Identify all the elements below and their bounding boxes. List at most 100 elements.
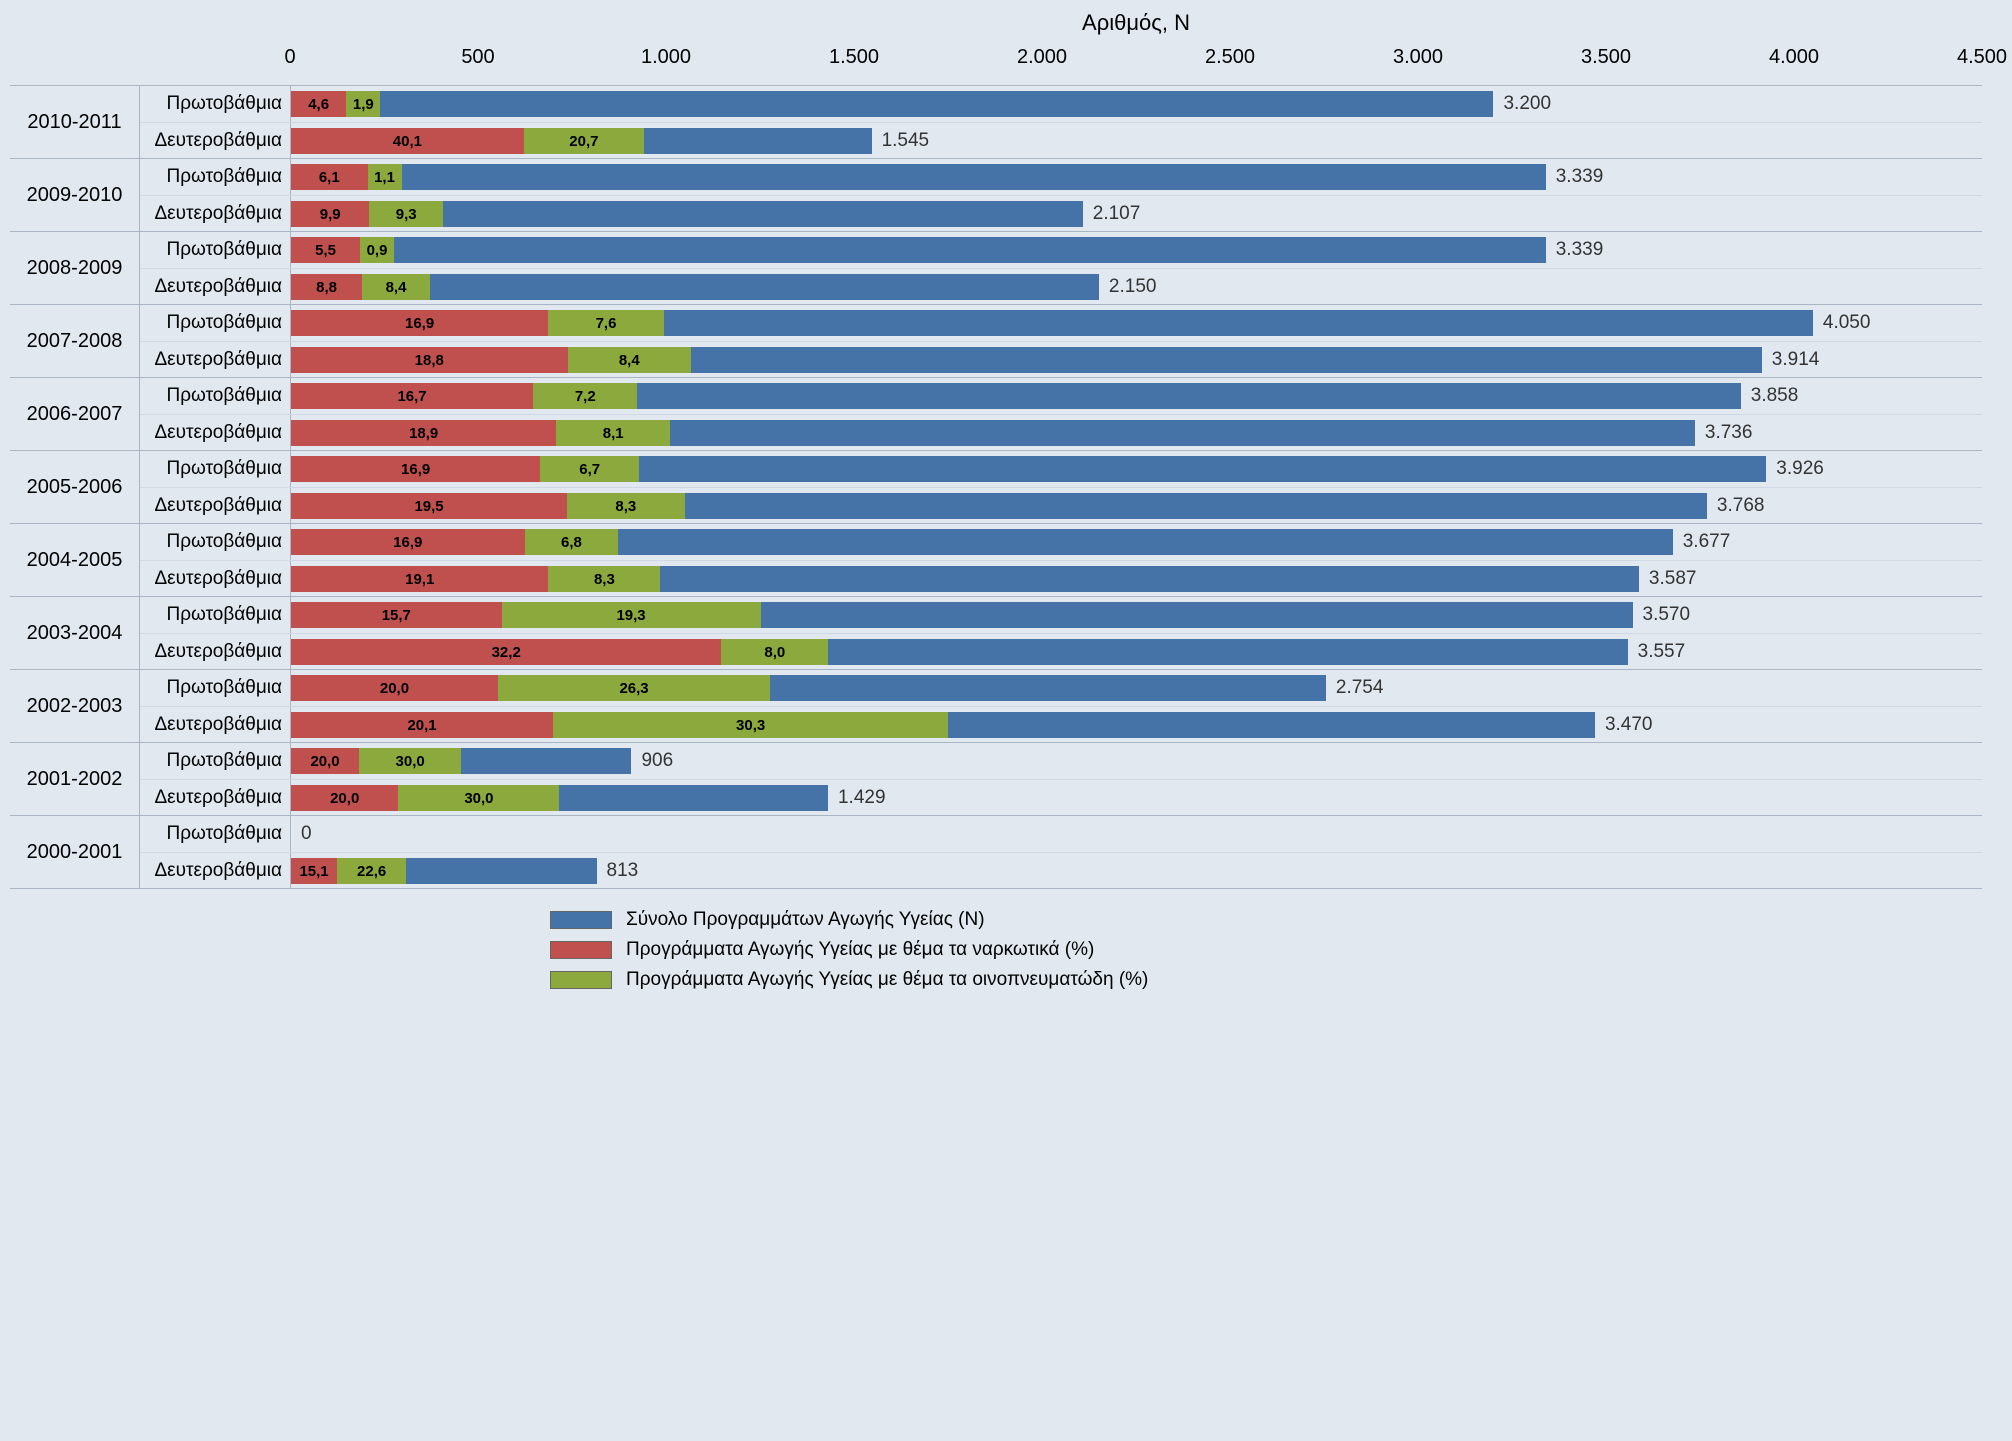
alcohol-bar: 8,1 [556, 420, 670, 446]
drugs-bar: 15,7 [291, 602, 502, 628]
legend-swatch [550, 941, 612, 959]
alcohol-bar: 7,6 [548, 310, 664, 336]
total-value-label: 813 [597, 860, 639, 882]
year-group: 2003-2004Πρωτοβάθμια15,719,33.570Δευτερο… [10, 597, 1982, 670]
alcohol-bar: 6,7 [540, 456, 639, 482]
drugs-bar: 4,6 [291, 91, 346, 117]
chart-row: Δευτεροβάθμια18,98,13.736 [140, 414, 1982, 450]
subcategory-label: Δευτεροβάθμια [140, 123, 290, 158]
subcategory-label: Δευτεροβάθμια [140, 561, 290, 596]
chart-title: Αριθμός, Ν [10, 10, 1982, 36]
total-value-label: 3.677 [1673, 531, 1731, 553]
bar-area: 15,122,6813 [290, 853, 1982, 888]
drugs-bar: 16,7 [291, 383, 533, 409]
chart-row: Πρωτοβάθμια16,97,64.050 [140, 305, 1982, 341]
year-group: 2006-2007Πρωτοβάθμια16,77,23.858Δευτεροβ… [10, 378, 1982, 451]
bar-area: 6,11,13.339 [290, 159, 1982, 195]
chart-row: Δευτεροβάθμια19,58,33.768 [140, 487, 1982, 523]
health-programs-chart: Αριθμός, Ν 05001.0001.5002.0002.5003.000… [10, 10, 1982, 991]
x-axis-tick: 1.000 [641, 46, 691, 69]
chart-row: Πρωτοβάθμια16,96,83.677 [140, 524, 1982, 560]
subcategory-label: Πρωτοβάθμια [140, 743, 290, 779]
drugs-bar: 20,0 [291, 675, 498, 701]
x-axis: 05001.0001.5002.0002.5003.0003.5004.0004… [10, 46, 1982, 86]
chart-row: Δευτεροβάθμια9,99,32.107 [140, 195, 1982, 231]
subcategory-label: Δευτεροβάθμια [140, 269, 290, 304]
total-value-label: 3.768 [1707, 495, 1765, 517]
alcohol-bar: 8,3 [548, 566, 660, 592]
chart-row: Πρωτοβάθμια20,030,0906 [140, 743, 1982, 779]
alcohol-bar: 30,0 [359, 748, 461, 774]
bar-area: 32,28,03.557 [290, 634, 1982, 669]
alcohol-bar: 22,6 [337, 858, 406, 884]
subcategory-label: Δευτεροβάθμια [140, 196, 290, 231]
subcategory-label: Δευτεροβάθμια [140, 780, 290, 815]
year-label: 2003-2004 [10, 597, 140, 669]
year-label: 2002-2003 [10, 670, 140, 742]
bar-area: 16,77,2 3.858 [290, 378, 1982, 414]
chart-row: Δευτεροβάθμια40,120,7 1.545 [140, 122, 1982, 158]
x-axis-tick: 2.500 [1205, 46, 1255, 69]
legend-swatch [550, 971, 612, 989]
drugs-bar: 18,8 [291, 347, 568, 373]
bar-area: 16,96,73.926 [290, 451, 1982, 487]
drugs-bar: 19,5 [291, 493, 567, 519]
subcategory-label: Δευτεροβάθμια [140, 488, 290, 523]
x-axis-tick: 4.500 [1957, 46, 2007, 69]
drugs-bar: 40,1 [291, 128, 524, 154]
drugs-bar: 16,9 [291, 310, 548, 336]
total-value-label: 1.545 [872, 130, 930, 152]
x-axis-tick: 3.500 [1581, 46, 1631, 69]
year-label: 2004-2005 [10, 524, 140, 596]
year-group: 2008-2009Πρωτοβάθμια5,50,93.339Δευτεροβά… [10, 232, 1982, 305]
total-value-label: 3.736 [1695, 422, 1753, 444]
alcohol-bar: 20,7 [524, 128, 644, 154]
x-axis-tick: 1.500 [829, 46, 879, 69]
total-value-label: 3.587 [1639, 568, 1697, 590]
legend-item: Σύνολο Προγραμμάτων Αγωγής Υγείας (Ν) [550, 909, 1982, 931]
chart-legend: Σύνολο Προγραμμάτων Αγωγής Υγείας (Ν) Προ… [10, 909, 1982, 991]
subcategory-label: Πρωτοβάθμια [140, 232, 290, 268]
year-group: 2001-2002Πρωτοβάθμια20,030,0906Δευτεροβά… [10, 743, 1982, 816]
drugs-bar: 9,9 [291, 201, 369, 227]
legend-item: Προγράμματα Αγωγής Υγείας με θέμα τα οιν… [550, 969, 1982, 991]
year-group: 2007-2008Πρωτοβάθμια16,97,64.050Δευτεροβ… [10, 305, 1982, 378]
drugs-bar: 18,9 [291, 420, 556, 446]
chart-row: Δευτεροβάθμια20,130,33.470 [140, 706, 1982, 742]
chart-row: Πρωτοβάθμια16,77,23.858 [140, 378, 1982, 414]
drugs-bar: 8,8 [291, 274, 362, 300]
alcohol-bar: 8,4 [568, 347, 692, 373]
chart-row: Πρωτοβάθμια15,719,33.570 [140, 597, 1982, 633]
total-value-label: 2.107 [1083, 203, 1141, 225]
bar-area: 18,98,1 3.736 [290, 415, 1982, 450]
chart-row: Δευτεροβάθμια20,030,01.429 [140, 779, 1982, 815]
year-label: 2000-2001 [10, 816, 140, 888]
year-group: 2000-2001Πρωτοβάθμια0Δευτεροβάθμια15,122… [10, 816, 1982, 889]
total-value-label: 3.200 [1493, 93, 1551, 115]
drugs-bar: 20,0 [291, 785, 398, 811]
bar-area: 19,58,33.768 [290, 488, 1982, 523]
bar-area: 20,030,01.429 [290, 780, 1982, 815]
chart-row: Δευτεροβάθμια19,18,33.587 [140, 560, 1982, 596]
alcohol-bar: 8,0 [721, 639, 828, 665]
subcategory-label: Πρωτοβάθμια [140, 670, 290, 706]
subcategory-label: Δευτεροβάθμια [140, 634, 290, 669]
legend-label: Προγράμματα Αγωγής Υγείας με θέμα τα οιν… [626, 969, 1148, 991]
drugs-bar: 20,1 [291, 712, 553, 738]
total-value-label: 1.429 [828, 787, 886, 809]
bar-area: 19,18,33.587 [290, 561, 1982, 596]
bar-area: 4,61,93.200 [290, 86, 1982, 122]
alcohol-bar: 26,3 [498, 675, 770, 701]
alcohol-bar: 6,8 [525, 529, 619, 555]
bar-area: 40,120,7 1.545 [290, 123, 1982, 158]
alcohol-bar: 7,2 [533, 383, 637, 409]
chart-row: Πρωτοβάθμια20,026,32.754 [140, 670, 1982, 706]
legend-item: Προγράμματα Αγωγής Υγείας με θέμα τα ναρ… [550, 939, 1982, 961]
chart-row: Πρωτοβάθμια6,11,13.339 [140, 159, 1982, 195]
total-value-label: 3.339 [1546, 166, 1604, 188]
bar-area: 20,026,32.754 [290, 670, 1982, 706]
total-value-label: 3.858 [1741, 385, 1799, 407]
alcohol-bar: 0,9 [360, 237, 394, 263]
legend-label: Σύνολο Προγραμμάτων Αγωγής Υγείας (Ν) [626, 909, 985, 931]
year-group: 2009-2010Πρωτοβάθμια6,11,13.339Δευτεροβά… [10, 159, 1982, 232]
